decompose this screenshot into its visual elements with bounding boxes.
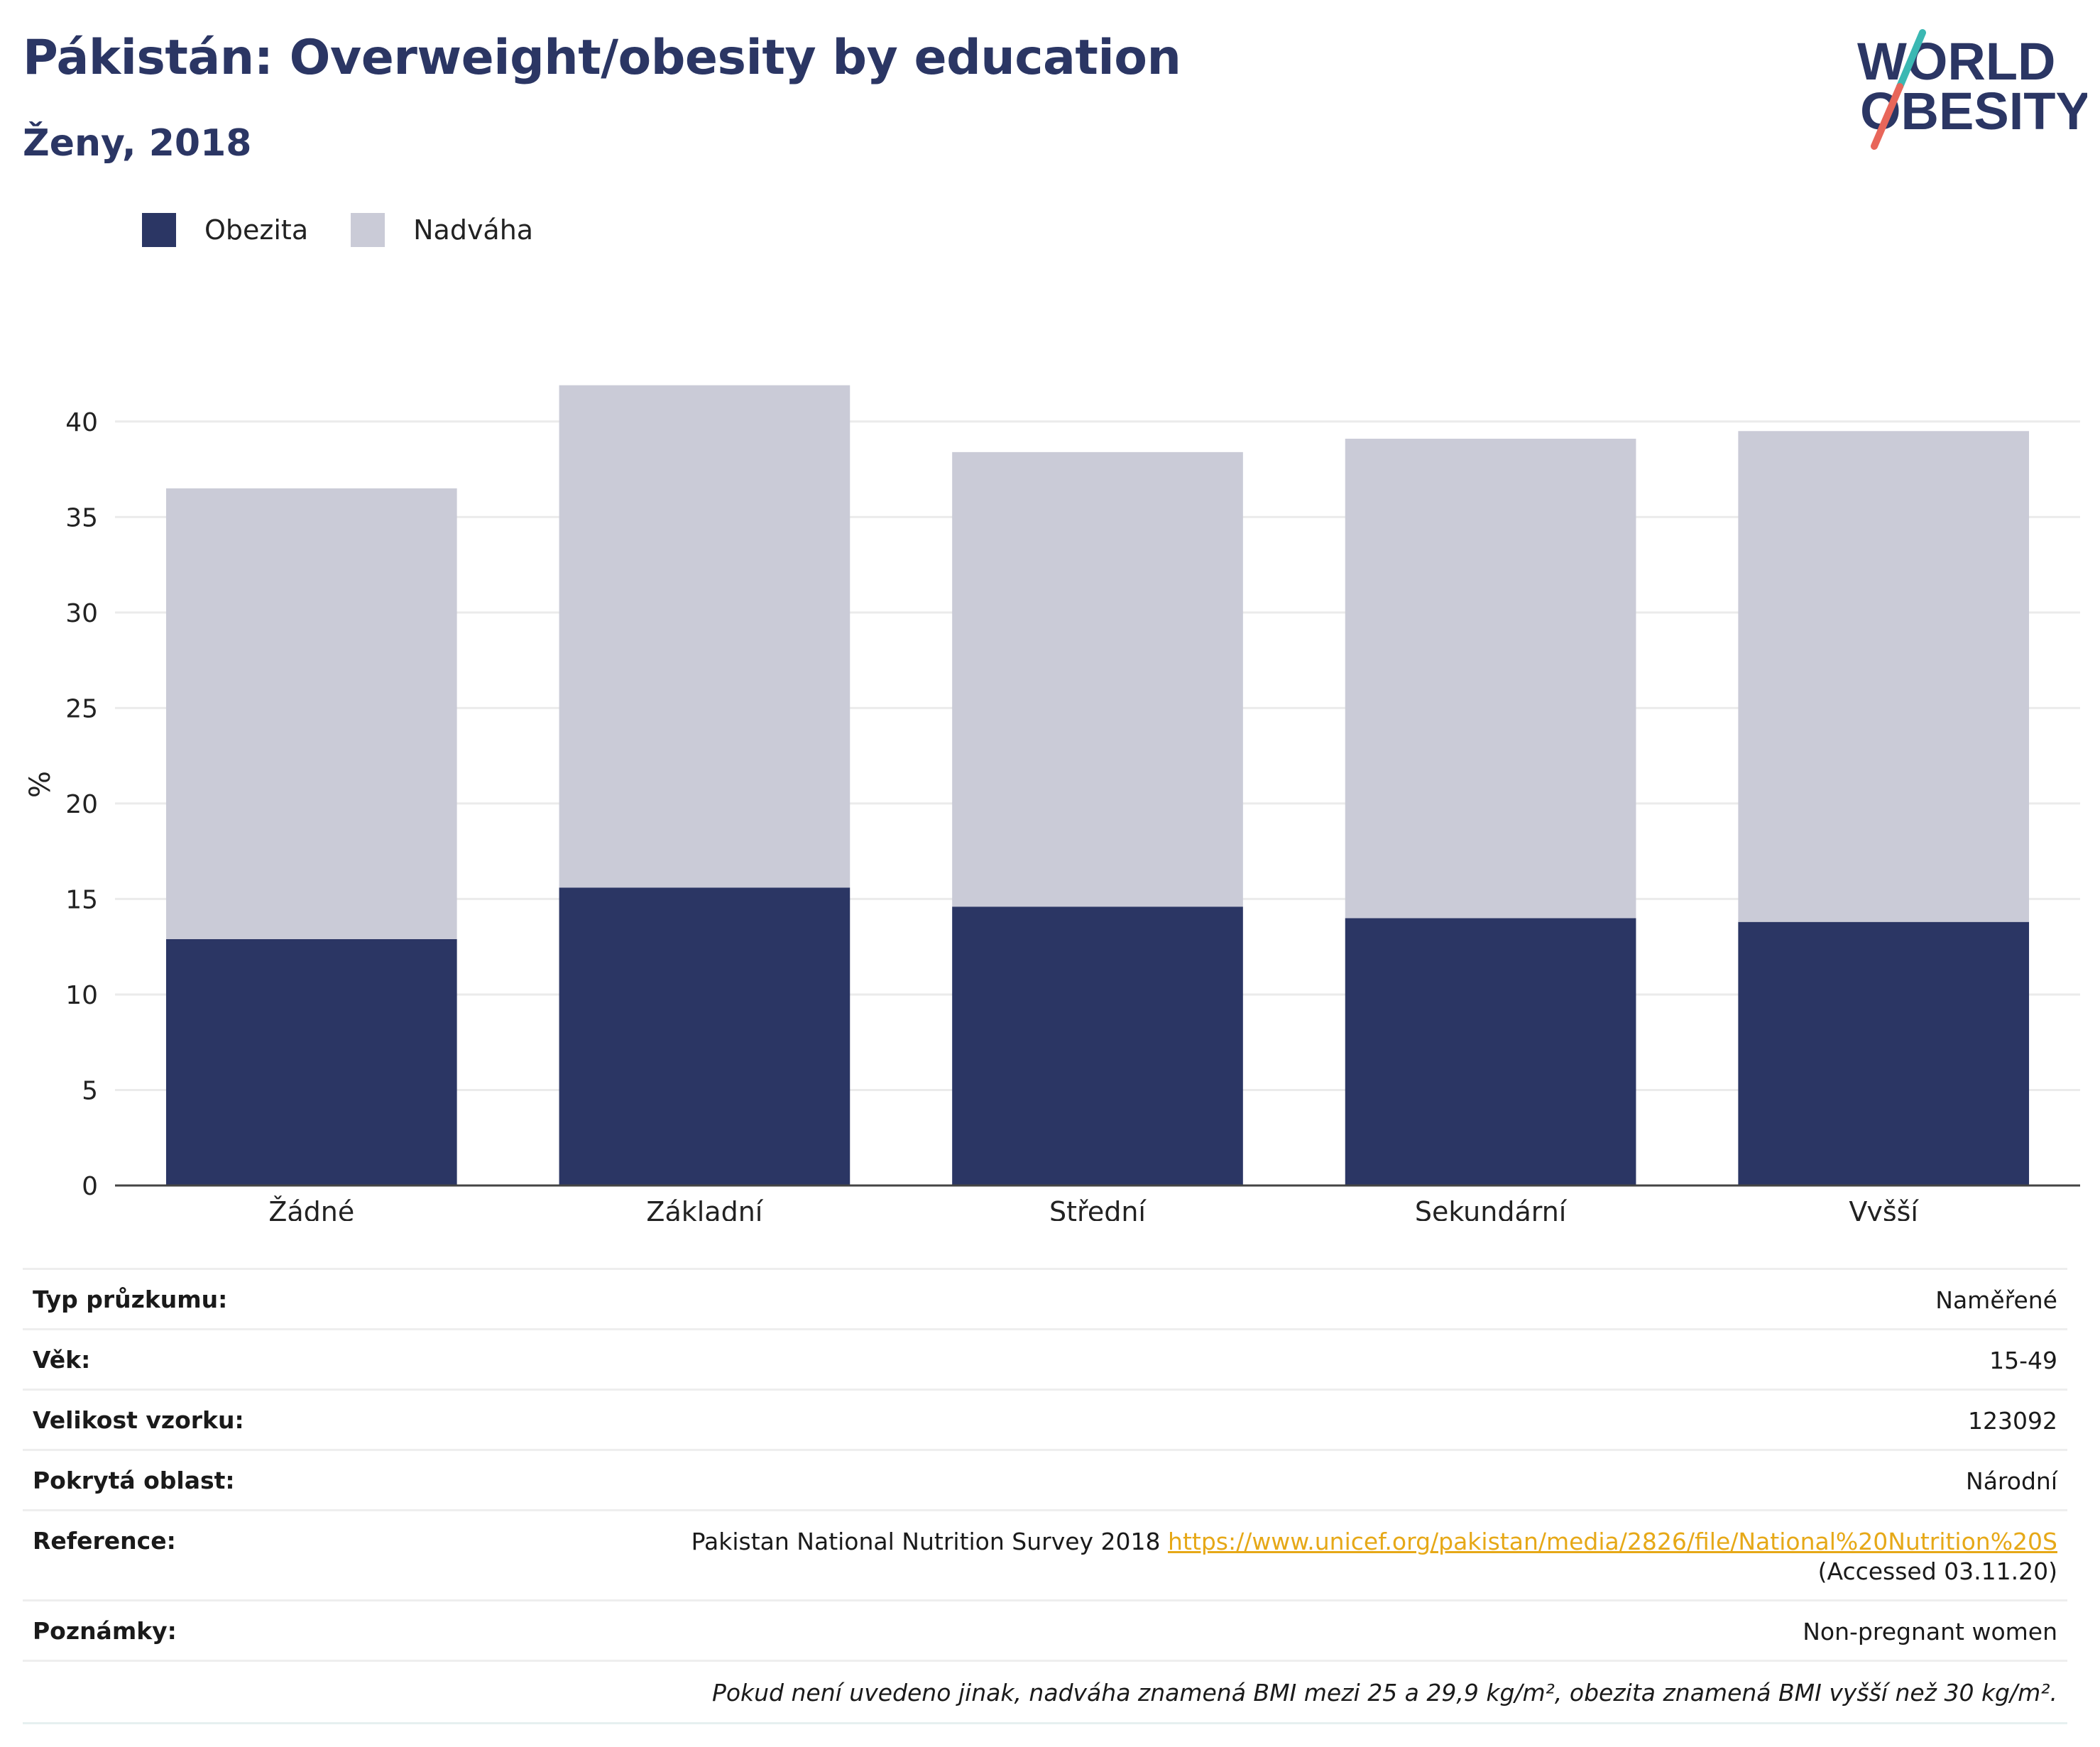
world-obesity-logo: WORLD OBESITY [1857, 29, 2087, 150]
y-tick-label: 15 [65, 885, 98, 914]
info-row-reference: Reference: Pakistan National Nutrition S… [23, 1509, 2067, 1599]
info-row-notes: Poznámky: Non-pregnant women [23, 1599, 2067, 1660]
y-tick-label: 30 [65, 599, 98, 628]
logo-slash-red [1871, 83, 1903, 150]
info-row-coverage: Pokrytá oblast: Národní [23, 1449, 2067, 1509]
info-label: Reference: [33, 1527, 176, 1555]
logo-line1: WORLD [1857, 32, 2056, 91]
info-label: Věk: [33, 1346, 91, 1374]
bar-overweight [1738, 431, 2030, 922]
legend-swatch-overweight [351, 213, 385, 247]
y-tick-label: 40 [65, 408, 98, 437]
bar-overweight [165, 488, 457, 939]
info-value: Národní [1966, 1467, 2057, 1495]
info-value: Non-pregnant women [1803, 1618, 2057, 1645]
info-value: 123092 [1968, 1407, 2057, 1435]
bar-obesity [1345, 918, 1636, 1185]
legend-label-overweight: Nadváha [413, 214, 534, 246]
reference-accessed: (Accessed 03.11.20) [1817, 1557, 2057, 1585]
bar-obesity [165, 938, 457, 1185]
info-label: Typ průzkumu: [33, 1286, 228, 1313]
bmi-footnote: Pokud není uvedeno jinak, nadváha znamen… [23, 1660, 2067, 1724]
info-label: Velikost vzorku: [33, 1406, 244, 1434]
bar-obesity [1738, 921, 2030, 1185]
info-value: Pakistan National Nutrition Survey 2018 … [567, 1527, 2057, 1587]
info-label: Poznámky: [33, 1617, 177, 1645]
info-value: 15-49 [1989, 1347, 2057, 1374]
legend-label-obesity: Obezita [204, 214, 309, 246]
y-tick-label: 5 [82, 1076, 98, 1105]
bar-overweight [559, 385, 851, 888]
y-tick-label: 35 [65, 503, 98, 532]
x-tick-label: Základní [646, 1196, 763, 1221]
page-title: Pákistán: Overweight/obesity by educatio… [23, 30, 1181, 86]
survey-info-table: Typ průzkumu: Naměřené Věk: 15-49 Veliko… [23, 1268, 2067, 1724]
reference-link[interactable]: https://www.unicef.org/pakistan/media/28… [1168, 1528, 2057, 1555]
legend-item-obesity[interactable]: Obezita [142, 213, 308, 247]
x-tick-label: Žádné [268, 1196, 354, 1221]
y-tick-label: 10 [65, 981, 98, 1010]
bar-obesity [952, 907, 1243, 1185]
logo-line2: OBESITY [1860, 82, 2087, 141]
info-value: Naměřené [1935, 1286, 2057, 1314]
page-subtitle: Ženy, 2018 [23, 122, 252, 165]
x-tick-label: Vyšší [1849, 1196, 1919, 1221]
info-row-sample-size: Velikost vzorku: 123092 [23, 1389, 2067, 1449]
y-tick-label: 25 [65, 694, 98, 723]
y-axis-label: % [24, 771, 57, 798]
stacked-bar-chart: 0 5 10 15 20 25 30 35 40% Žádné Základní Střední Sek… [24, 385, 2080, 1221]
bar-obesity [559, 887, 851, 1185]
x-tick-label: Střední [1049, 1196, 1147, 1221]
y-tick-label: 20 [65, 790, 98, 819]
legend-item-overweight[interactable]: Nadváha [351, 213, 533, 247]
logo-slash-teal [1896, 29, 1926, 90]
x-tick-label: Sekundární [1415, 1196, 1568, 1221]
bar-overweight [1345, 439, 1636, 919]
info-row-age: Věk: 15-49 [23, 1328, 2067, 1389]
info-label: Pokrytá oblast: [33, 1467, 235, 1494]
info-row-survey-type: Typ průzkumu: Naměřené [23, 1268, 2067, 1328]
chart-legend: Obezita Nadváha [142, 210, 576, 250]
y-tick-label: 0 [82, 1172, 98, 1201]
legend-swatch-obesity [142, 213, 176, 247]
reference-text: Pakistan National Nutrition Survey 2018 [691, 1528, 1161, 1555]
bar-overweight [952, 451, 1243, 907]
